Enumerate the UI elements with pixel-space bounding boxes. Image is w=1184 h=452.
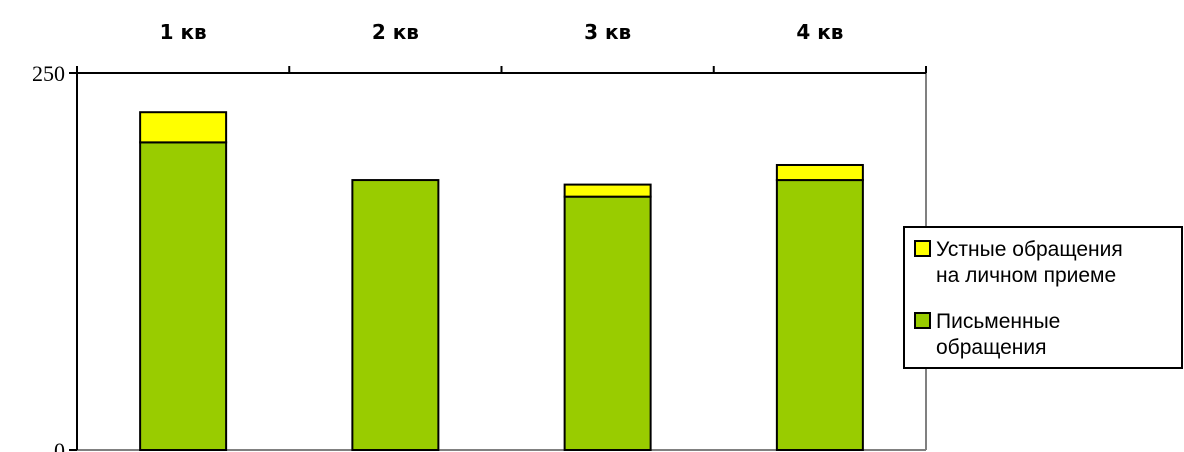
category-label-q3: 3 кв [584, 20, 631, 44]
bar-segment-oral-q1 [139, 111, 228, 144]
legend-label-1-line-2: на личном приеме [936, 264, 1116, 287]
legend-label-2-line-2: обращения [936, 336, 1047, 359]
bar-segment-written-q2 [351, 179, 440, 451]
bar-segment-written-q4 [775, 179, 864, 451]
y-tick-labels: 250 0 [32, 61, 65, 452]
legend-label-2-line-1: Письменные [936, 310, 1060, 333]
legend-box [903, 226, 1183, 369]
axes-group [69, 66, 927, 451]
legend-swatch-1 [914, 240, 931, 257]
category-label-q4: 4 кв [796, 20, 843, 44]
bar-segment-oral-q4 [775, 163, 864, 182]
y-tick-label-max: 250 [32, 61, 65, 86]
category-labels: 1 кв 2 кв 3 кв 4 кв [160, 20, 844, 44]
bar-segment-written-q3 [563, 195, 652, 451]
legend-swatch-2 [914, 312, 931, 329]
legend-label-1-line-1: Устные обращения [936, 238, 1123, 261]
bars-group [139, 111, 864, 451]
bar-segment-oral-q3 [563, 183, 652, 198]
category-label-q1: 1 кв [160, 20, 207, 44]
legend: Устные обращения на личном приеме Письменн… [903, 226, 1183, 369]
category-label-q2: 2 кв [372, 20, 419, 44]
y-tick-label-min: 0 [54, 438, 65, 452]
bar-segment-written-q1 [139, 141, 228, 451]
